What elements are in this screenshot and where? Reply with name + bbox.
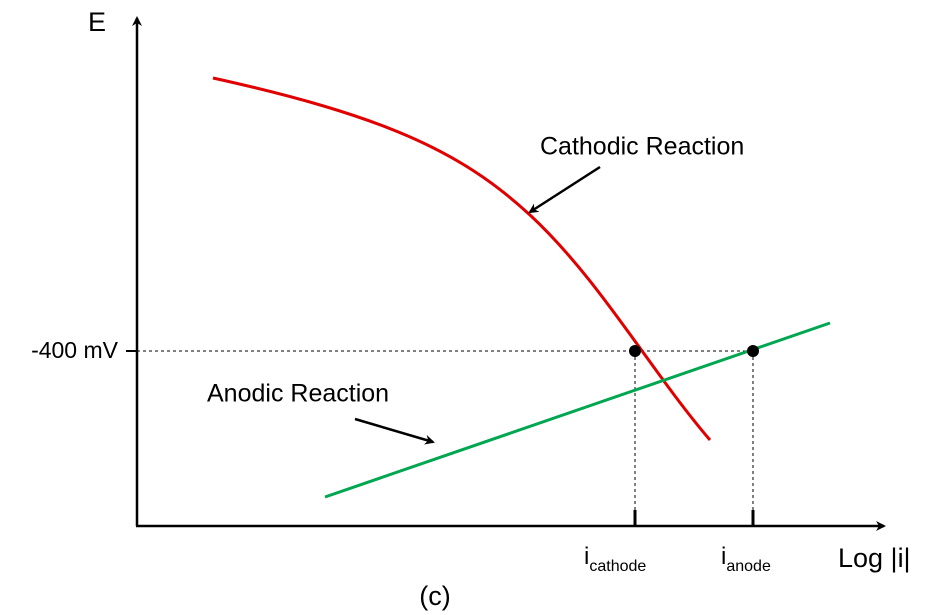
y-marker-label: -400 mV	[31, 337, 119, 363]
cathodic-curve	[212, 76, 712, 441]
x-axis-label: Log |i|	[838, 543, 911, 573]
intersection-dot	[629, 345, 641, 357]
anodic-line	[324, 321, 831, 499]
y-axis-label: E	[88, 7, 106, 37]
pointer-arrow	[354, 417, 435, 445]
pointer-arrow	[528, 165, 601, 214]
marker-main: i	[721, 543, 726, 570]
caption: (c)	[419, 581, 450, 611]
x-marker-label: ianode	[721, 543, 771, 575]
x-marker-label: icathode	[584, 543, 646, 575]
curve-label: Cathodic Reaction	[540, 133, 744, 161]
marker-main: i	[584, 543, 589, 570]
marker-sub: cathode	[589, 558, 646, 575]
intersection-dot	[747, 345, 759, 357]
marker-sub: anode	[726, 558, 771, 575]
curve-label: Anodic Reaction	[207, 380, 389, 408]
